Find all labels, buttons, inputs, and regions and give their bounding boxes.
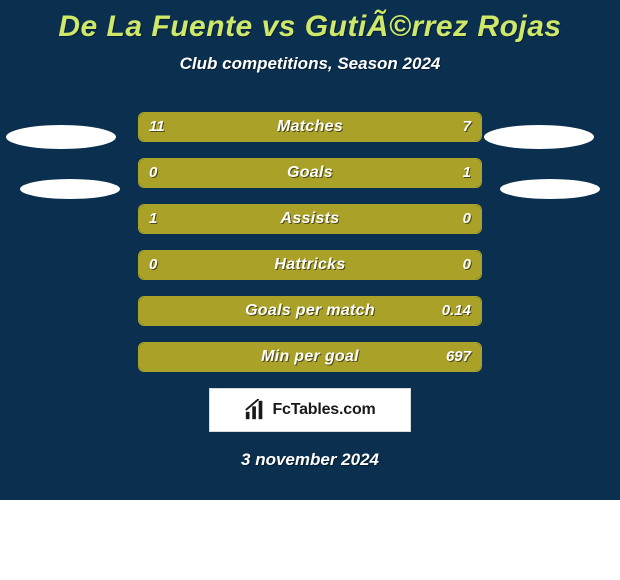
- logo-text: FcTables.com: [272, 401, 375, 419]
- stat-label: Assists: [139, 205, 481, 233]
- stat-label: Hattricks: [139, 251, 481, 279]
- stat-label: Matches: [139, 113, 481, 141]
- date-text: 3 november 2024: [0, 450, 620, 470]
- stat-row: 117Matches: [138, 112, 482, 142]
- player-left-avatar: [6, 125, 116, 149]
- stat-label: Min per goal: [139, 343, 481, 371]
- stat-label: Goals per match: [139, 297, 481, 325]
- stat-label: Goals: [139, 159, 481, 187]
- source-logo: FcTables.com: [209, 388, 411, 432]
- bar-chart-icon: [244, 399, 266, 421]
- stat-row: 697Min per goal: [138, 342, 482, 372]
- stat-row: 0.14Goals per match: [138, 296, 482, 326]
- comparison-card: De La Fuente vs GutiÃ©rrez Rojas Club co…: [0, 0, 620, 500]
- page-title: De La Fuente vs GutiÃ©rrez Rojas: [0, 0, 620, 44]
- player-left-avatar-2: [20, 179, 120, 199]
- player-right-avatar-2: [500, 179, 600, 199]
- subtitle: Club competitions, Season 2024: [0, 54, 620, 74]
- stat-row: 00Hattricks: [138, 250, 482, 280]
- stat-rows: 117Matches 01Goals 10Assists 00Hattricks 0.1…: [138, 112, 482, 372]
- player-right-avatar: [484, 125, 594, 149]
- stat-row: 10Assists: [138, 204, 482, 234]
- stat-row: 01Goals: [138, 158, 482, 188]
